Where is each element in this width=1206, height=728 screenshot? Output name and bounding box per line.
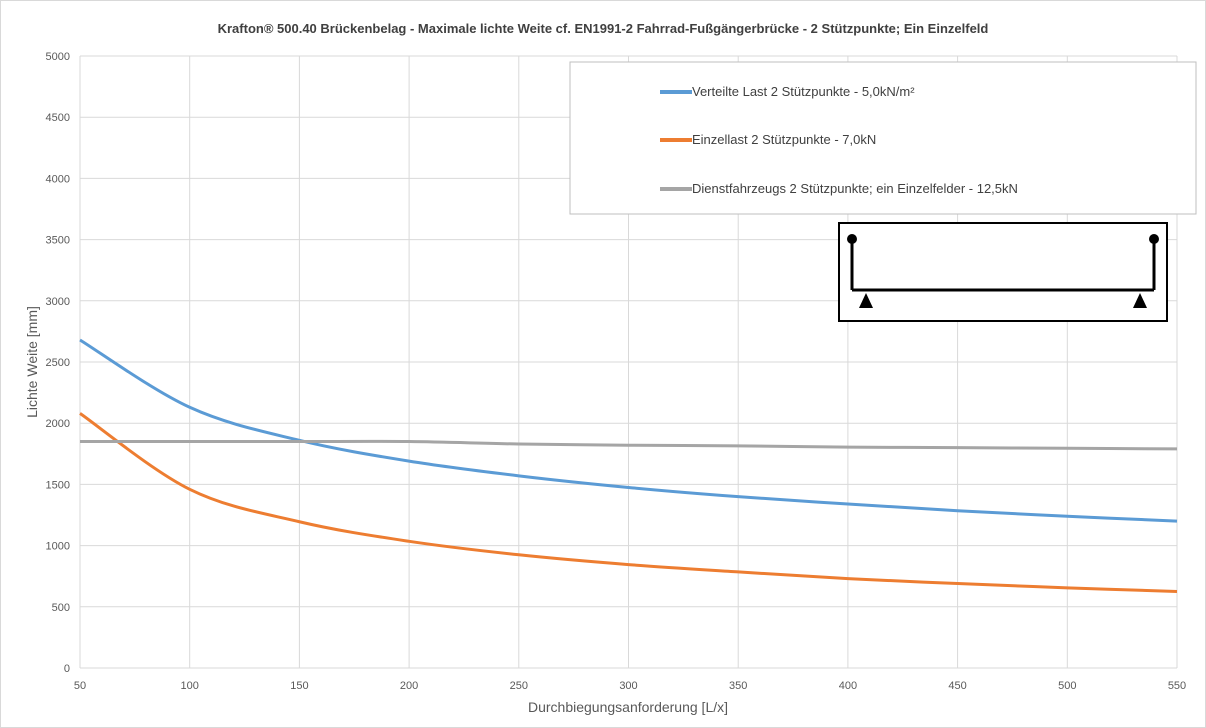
- series-line-einzellast: [79, 412, 1178, 593]
- tick-labels: 50 100 150 200 250 300 350 400 450 500 550 0 500 1000…: [46, 51, 1187, 692]
- x-tick-label: 150: [290, 680, 308, 692]
- x-tick-label: 100: [181, 680, 199, 692]
- x-tick-label: 550: [1168, 680, 1186, 692]
- beam-diagram-frame: [838, 222, 1168, 322]
- x-tick-label: 250: [510, 680, 528, 692]
- y-tick-label: 4000: [46, 173, 70, 185]
- y-tick-label: 1000: [46, 541, 70, 553]
- right-support-icon: [1133, 293, 1147, 308]
- y-tick-label: 1500: [46, 479, 70, 491]
- legend-label-verteilte-last: Verteilte Last 2 Stützpunkte - 5,0kN/m²: [692, 84, 915, 99]
- y-tick-label: 500: [52, 602, 70, 614]
- y-tick-label: 2000: [46, 418, 70, 430]
- x-axis-title: Durchbiegungsanforderung [L/x]: [528, 699, 728, 715]
- y-tick-label: 3500: [46, 235, 70, 247]
- legend-label-einzellast: Einzellast 2 Stützpunkte - 7,0kN: [692, 132, 876, 147]
- x-tick-label: 350: [729, 680, 747, 692]
- x-tick-label: 450: [948, 680, 966, 692]
- y-axis-title: Lichte Weite [mm]: [24, 306, 40, 418]
- y-tick-label: 5000: [46, 51, 70, 63]
- x-tick-label: 200: [400, 680, 418, 692]
- legend-label-dienstfahrzeug: Dienstfahrzeugs 2 Stützpunkte; ein Einze…: [692, 181, 1018, 196]
- series-lines: [79, 338, 1178, 593]
- y-tick-label: 3000: [46, 296, 70, 308]
- series-line-verteilte-last: [79, 338, 1178, 523]
- beam-diagram: [838, 222, 1168, 322]
- x-tick-label: 400: [839, 680, 857, 692]
- left-support-icon: [859, 293, 873, 308]
- x-tick-label: 50: [74, 680, 86, 692]
- y-tick-label: 2500: [46, 357, 70, 369]
- series-line-dienstfahrzeug: [80, 439, 1178, 451]
- x-tick-label: 500: [1058, 680, 1076, 692]
- chart-title: Krafton® 500.40 Brückenbelag - Maximale …: [218, 21, 989, 36]
- x-tick-label: 300: [619, 680, 637, 692]
- y-tick-label: 4500: [46, 112, 70, 124]
- legend: Verteilte Last 2 Stützpunkte - 5,0kN/m² …: [569, 61, 1197, 215]
- beam-right-joint: [1149, 234, 1159, 244]
- y-tick-label: 0: [64, 663, 70, 675]
- beam-left-joint: [847, 234, 857, 244]
